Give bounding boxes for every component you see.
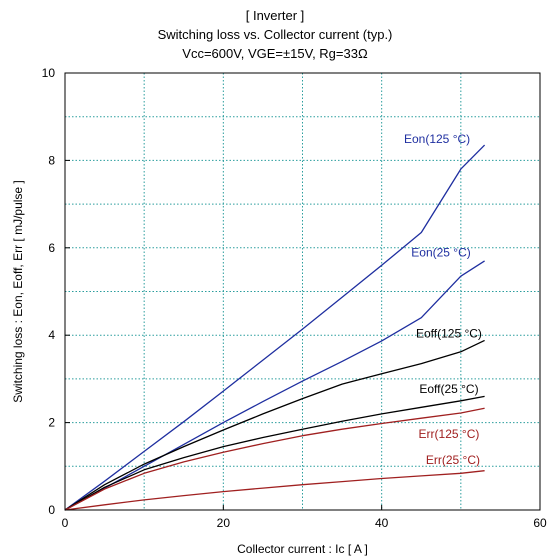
- plot-frame: [64, 72, 541, 511]
- series-line-5: [64, 470, 485, 511]
- y-tick-label: 8: [48, 153, 55, 167]
- x-tick-label: 40: [375, 516, 389, 530]
- axis-ticks: 0 20 40 60 0 2 4 6 8 10: [42, 66, 547, 530]
- y-axis-label: Switching loss : Eon, Eoff, Err [ mJ/pul…: [11, 180, 25, 403]
- x-axis-label: Collector current : Ic [ A ]: [237, 542, 368, 556]
- y-tick-label: 4: [48, 328, 55, 342]
- y-tick-label: 6: [48, 241, 55, 255]
- series-label-0: Eon(125 °C): [404, 132, 470, 146]
- x-tick-label: 20: [217, 516, 231, 530]
- y-tick-label: 10: [42, 66, 56, 80]
- chart-title-line-2: Switching loss vs. Collector current (ty…: [157, 27, 393, 42]
- grid: [65, 73, 540, 510]
- series-label-5: Err(25 °C): [426, 453, 480, 467]
- series-line-1: [64, 260, 485, 511]
- series-labels: Eon(125 °C) Eon(25 °C) Eoff(125 °C) Eoff(25…: [404, 132, 482, 467]
- series-line-4: [64, 407, 485, 511]
- series-line-2: [64, 339, 485, 511]
- y-tick-label: 0: [48, 503, 55, 517]
- x-tick-label: 0: [62, 516, 69, 530]
- series-label-2: Eoff(125 °C): [416, 326, 482, 340]
- chart-title-line-3: Vcc=600V, VGE=±15V, Rg=33Ω: [182, 46, 368, 61]
- series-lines: [64, 144, 486, 511]
- series-line-3: [64, 395, 485, 511]
- chart-title-line-1: [ Inverter ]: [245, 8, 305, 23]
- series-label-3: Eoff(25 °C): [419, 382, 478, 396]
- series-line-0: [64, 144, 486, 511]
- series-label-4: Err(125 °C): [419, 427, 480, 441]
- y-tick-label: 2: [48, 416, 55, 430]
- series-label-1: Eon(25 °C): [411, 246, 471, 260]
- x-tick-label: 60: [533, 516, 547, 530]
